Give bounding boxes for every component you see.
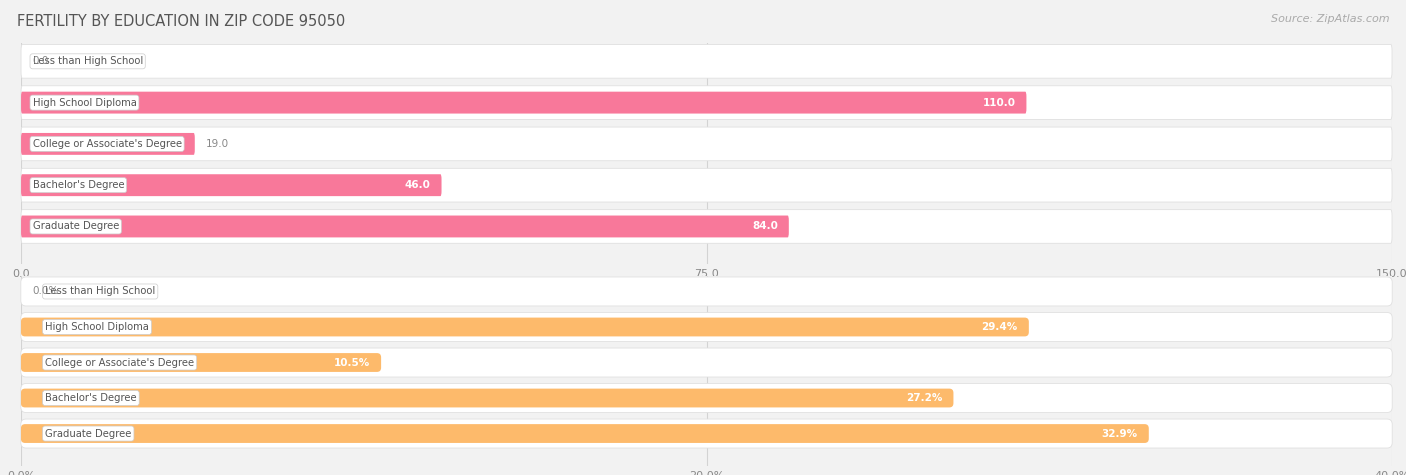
FancyBboxPatch shape [21, 419, 1392, 448]
FancyBboxPatch shape [21, 92, 1026, 114]
FancyBboxPatch shape [21, 174, 441, 196]
FancyBboxPatch shape [21, 313, 1392, 342]
Text: Bachelor's Degree: Bachelor's Degree [32, 180, 124, 190]
FancyBboxPatch shape [21, 168, 1392, 202]
Text: High School Diploma: High School Diploma [32, 98, 136, 108]
FancyBboxPatch shape [21, 277, 1392, 306]
FancyBboxPatch shape [21, 424, 1149, 443]
Text: College or Associate's Degree: College or Associate's Degree [45, 358, 194, 368]
Text: 29.4%: 29.4% [981, 322, 1018, 332]
FancyBboxPatch shape [21, 348, 1392, 377]
FancyBboxPatch shape [21, 318, 1029, 336]
Text: 27.2%: 27.2% [905, 393, 942, 403]
Text: Less than High School: Less than High School [32, 57, 143, 66]
Text: 10.5%: 10.5% [333, 358, 370, 368]
FancyBboxPatch shape [21, 45, 1392, 78]
Text: Graduate Degree: Graduate Degree [45, 428, 131, 438]
Text: 32.9%: 32.9% [1101, 428, 1137, 438]
FancyBboxPatch shape [21, 209, 1392, 243]
Text: College or Associate's Degree: College or Associate's Degree [32, 139, 181, 149]
Text: 84.0: 84.0 [752, 221, 778, 231]
FancyBboxPatch shape [21, 133, 195, 155]
FancyBboxPatch shape [21, 86, 1392, 119]
Text: Less than High School: Less than High School [45, 286, 155, 296]
Text: 0.0: 0.0 [32, 57, 48, 66]
FancyBboxPatch shape [21, 127, 1392, 161]
Text: 46.0: 46.0 [405, 180, 430, 190]
Text: 19.0: 19.0 [205, 139, 229, 149]
FancyBboxPatch shape [21, 383, 1392, 412]
Text: High School Diploma: High School Diploma [45, 322, 149, 332]
Text: 110.0: 110.0 [983, 98, 1015, 108]
FancyBboxPatch shape [21, 389, 953, 408]
FancyBboxPatch shape [21, 216, 789, 238]
FancyBboxPatch shape [21, 353, 381, 372]
Text: 0.0%: 0.0% [32, 286, 58, 296]
Text: Source: ZipAtlas.com: Source: ZipAtlas.com [1271, 14, 1389, 24]
Text: FERTILITY BY EDUCATION IN ZIP CODE 95050: FERTILITY BY EDUCATION IN ZIP CODE 95050 [17, 14, 344, 29]
Text: Bachelor's Degree: Bachelor's Degree [45, 393, 136, 403]
Text: Graduate Degree: Graduate Degree [32, 221, 120, 231]
